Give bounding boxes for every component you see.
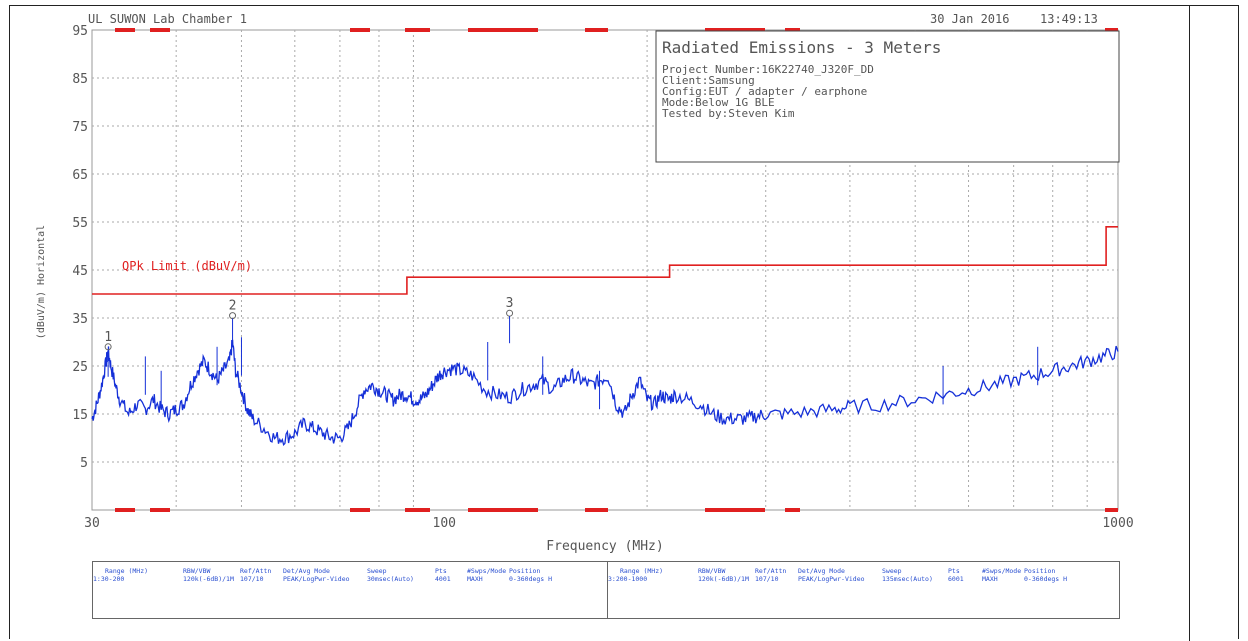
range-mark-top	[1105, 28, 1118, 32]
range-mark-bottom	[785, 508, 800, 512]
settings-value-cell: PEAK/LogPwr-Video	[283, 575, 350, 583]
settings-table: Range (MHz) RBW/VBW Ref/Attn Det/Avg Mode Sw…	[92, 561, 1120, 619]
range-mark-bottom	[405, 508, 430, 512]
settings-left: Range (MHz) RBW/VBW Ref/Attn Det/Avg Mode Sw…	[93, 562, 607, 618]
info-box-layer: Radiated Emissions - 3 Meters Project Num…	[655, 30, 1120, 163]
marker-layer: 1 2 3	[104, 296, 513, 377]
marker-label: 1	[104, 330, 112, 345]
limit-layer: QPk Limit (dBuV/m)	[92, 226, 1118, 295]
info-title: Radiated Emissions - 3 Meters	[662, 38, 941, 57]
settings-header-cell: Position	[1024, 567, 1056, 575]
y-axis-label: (dBuV/m) Horizontal	[36, 225, 47, 339]
range-mark-top	[468, 28, 538, 32]
emissions-chart: 5 15 25 35 45 55 65 75 85 95 30 100 1000 QPk Limit (…	[36, 12, 1134, 554]
header-lab: UL SUWON Lab Chamber 1	[88, 12, 247, 26]
settings-value-cell: 0-360degs H	[1024, 575, 1068, 583]
marker-label: 3	[506, 296, 514, 311]
range-mark-top	[350, 28, 370, 32]
y-tick-label: 35	[72, 312, 88, 327]
info-box	[655, 30, 1120, 163]
info-line: Mode:Below 1G BLE	[662, 96, 775, 109]
settings-header-cell: Det/Avg Mode	[283, 567, 330, 575]
settings-header-cell: Position	[509, 567, 541, 575]
y-tick-label: 85	[72, 72, 88, 87]
range-mark-top	[405, 28, 430, 32]
settings-value-cell: 1:30-200	[93, 575, 125, 583]
y-tick-label: 45	[72, 264, 88, 279]
y-tick-label: 5	[80, 456, 88, 471]
info-line: Tested by:Steven Kim	[662, 107, 795, 120]
range-mark-bottom	[705, 508, 765, 512]
info-line: Config:EUT / adapter / earphone	[662, 85, 867, 98]
marker-label: 2	[229, 299, 237, 314]
info-line: Client:Samsung	[662, 74, 755, 87]
settings-header-cell: Ref/Attn	[755, 567, 787, 575]
x-tick-label: 1000	[1102, 516, 1133, 531]
y-tick-label: 95	[72, 24, 88, 39]
info-line: Project Number:16K22740_J320F_DD	[662, 63, 874, 76]
settings-header-cell: Det/Avg Mode	[798, 567, 845, 575]
range-mark-top	[115, 28, 135, 32]
emission-trace	[91, 339, 1119, 446]
y-tick-label: 25	[72, 360, 88, 375]
page-frame	[9, 5, 1239, 639]
limit-label: QPk Limit (dBuV/m)	[122, 259, 252, 273]
settings-value-cell: 107/10	[240, 575, 264, 583]
settings-value-cell: 30msec(Auto)	[367, 575, 414, 583]
y-tick-label: 55	[72, 216, 88, 231]
trace-layer	[91, 337, 1119, 446]
settings-header-cell: Sweep	[882, 567, 902, 575]
settings-header-cell: Range (MHz)	[105, 567, 149, 575]
settings-value-cell: 107/10	[755, 575, 779, 583]
settings-value-cell: 120k(-6dB)/1M	[183, 575, 234, 583]
settings-value-cell: 135msec(Auto)	[882, 575, 933, 583]
range-mark-bottom	[585, 508, 608, 512]
range-mark-bottom	[1105, 508, 1118, 512]
x-tick-label: 30	[84, 516, 100, 531]
x-axis-label: Frequency (MHz)	[546, 539, 663, 554]
settings-header-cell: #Swps/Mode	[467, 567, 507, 575]
settings-header-cell: Pts	[435, 567, 447, 575]
range-mark-bottom	[350, 508, 370, 512]
range-mark-bottom	[150, 508, 170, 512]
x-tick-label: 100	[433, 516, 456, 531]
settings-header-cell: Range (MHz)	[620, 567, 664, 575]
settings-value-cell: 120k(-6dB)/1M	[698, 575, 749, 583]
axis-ticks: 5 15 25 35 45 55 65 75 85 95 30 100 1000	[72, 24, 1133, 531]
settings-value-cell: 4001	[435, 575, 451, 583]
range-mark-top	[150, 28, 170, 32]
settings-header-cell: Pts	[948, 567, 960, 575]
y-tick-label: 15	[72, 408, 88, 423]
settings-header-cell: Ref/Attn	[240, 567, 272, 575]
settings-value-cell: 3:200-1000	[608, 575, 648, 583]
settings-header-cell: RBW/VBW	[183, 567, 211, 575]
range-mark-top	[585, 28, 608, 32]
range-mark-bottom	[468, 508, 538, 512]
header-time: 13:49:13	[1040, 12, 1098, 26]
range-mark-top	[705, 28, 765, 32]
settings-value-cell: PEAK/LogPwr-Video	[798, 575, 865, 583]
settings-header-cell: RBW/VBW	[698, 567, 726, 575]
limit-line	[92, 226, 1118, 295]
settings-right: Range (MHz) RBW/VBW Ref/Attn Det/Avg Mode Sw…	[607, 562, 1120, 618]
range-mark-top	[785, 28, 800, 32]
settings-value-cell: MAXH	[982, 575, 998, 583]
settings-value-cell: 6001	[948, 575, 964, 583]
y-tick-label: 65	[72, 168, 88, 183]
settings-value-cell: MAXH	[467, 575, 483, 583]
header-date: 30 Jan 2016	[930, 12, 1009, 26]
settings-header-cell: #Swps/Mode	[982, 567, 1022, 575]
frame-divider	[1189, 5, 1190, 641]
settings-header-cell: Sweep	[367, 567, 387, 575]
y-tick-label: 75	[72, 120, 88, 135]
settings-value-cell: 0-360degs H	[509, 575, 553, 583]
range-mark-bottom	[115, 508, 135, 512]
grid	[91, 28, 1119, 512]
